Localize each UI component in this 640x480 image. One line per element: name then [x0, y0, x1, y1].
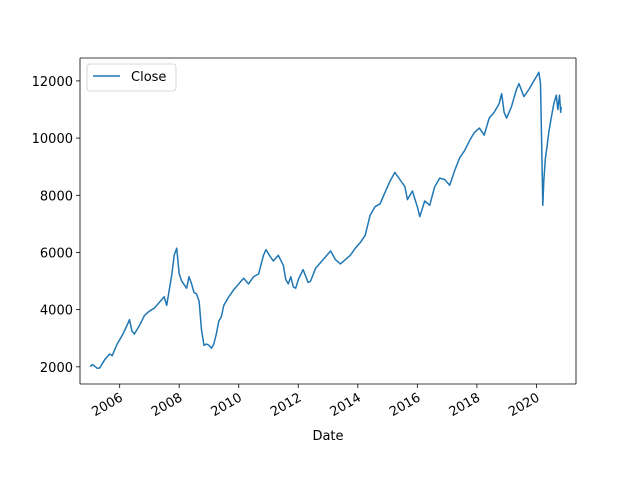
legend-box [86, 63, 177, 92]
series-line-close [89, 71, 562, 370]
y-tick-label: 2000 [40, 361, 73, 376]
y-tick-label: 4000 [40, 304, 73, 319]
y-tick-label: 10000 [32, 132, 73, 147]
x-axis-title: Date [312, 429, 343, 444]
y-tick-label: 6000 [40, 246, 73, 261]
y-tick-label: 12000 [32, 75, 73, 90]
y-tick-label: 8000 [40, 189, 73, 204]
legend-label: Close [131, 70, 166, 85]
